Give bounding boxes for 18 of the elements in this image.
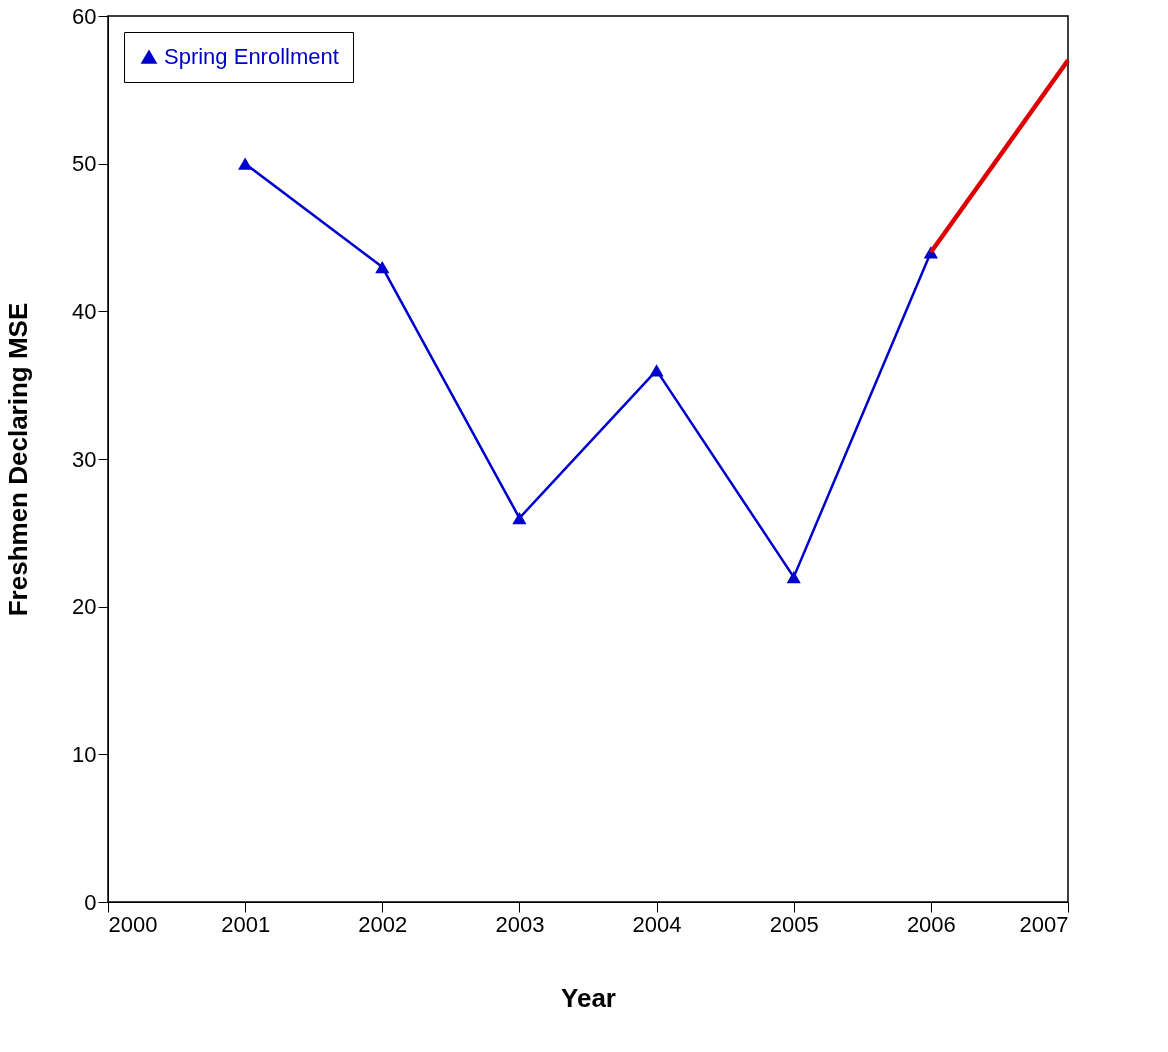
x-tick-label: 2001 xyxy=(221,911,271,937)
y-tick-label: 30 xyxy=(72,446,97,472)
x-tick-label: 2002 xyxy=(358,911,408,937)
y-tick-label: 40 xyxy=(72,298,97,324)
y-axis-title: Freshmen Declaring MSE xyxy=(3,302,34,617)
x-tick-label: 2000 xyxy=(108,911,158,937)
x-tick-label: 2006 xyxy=(906,911,956,937)
x-tick-label: 2003 xyxy=(495,911,545,937)
y-tick-label: 20 xyxy=(72,594,97,620)
y-tick-label: 0 xyxy=(84,889,97,915)
x-tick-label: 2005 xyxy=(769,911,819,937)
x-axis-title: Year xyxy=(561,982,616,1013)
x-tick-label: 2007 xyxy=(1019,911,1069,937)
legend-label: Spring Enrollment xyxy=(164,44,339,69)
y-tick-label: 50 xyxy=(72,151,97,177)
x-tick-label: 2004 xyxy=(632,911,682,937)
y-tick-label: 10 xyxy=(72,741,97,767)
y-tick-label: 60 xyxy=(72,3,97,29)
